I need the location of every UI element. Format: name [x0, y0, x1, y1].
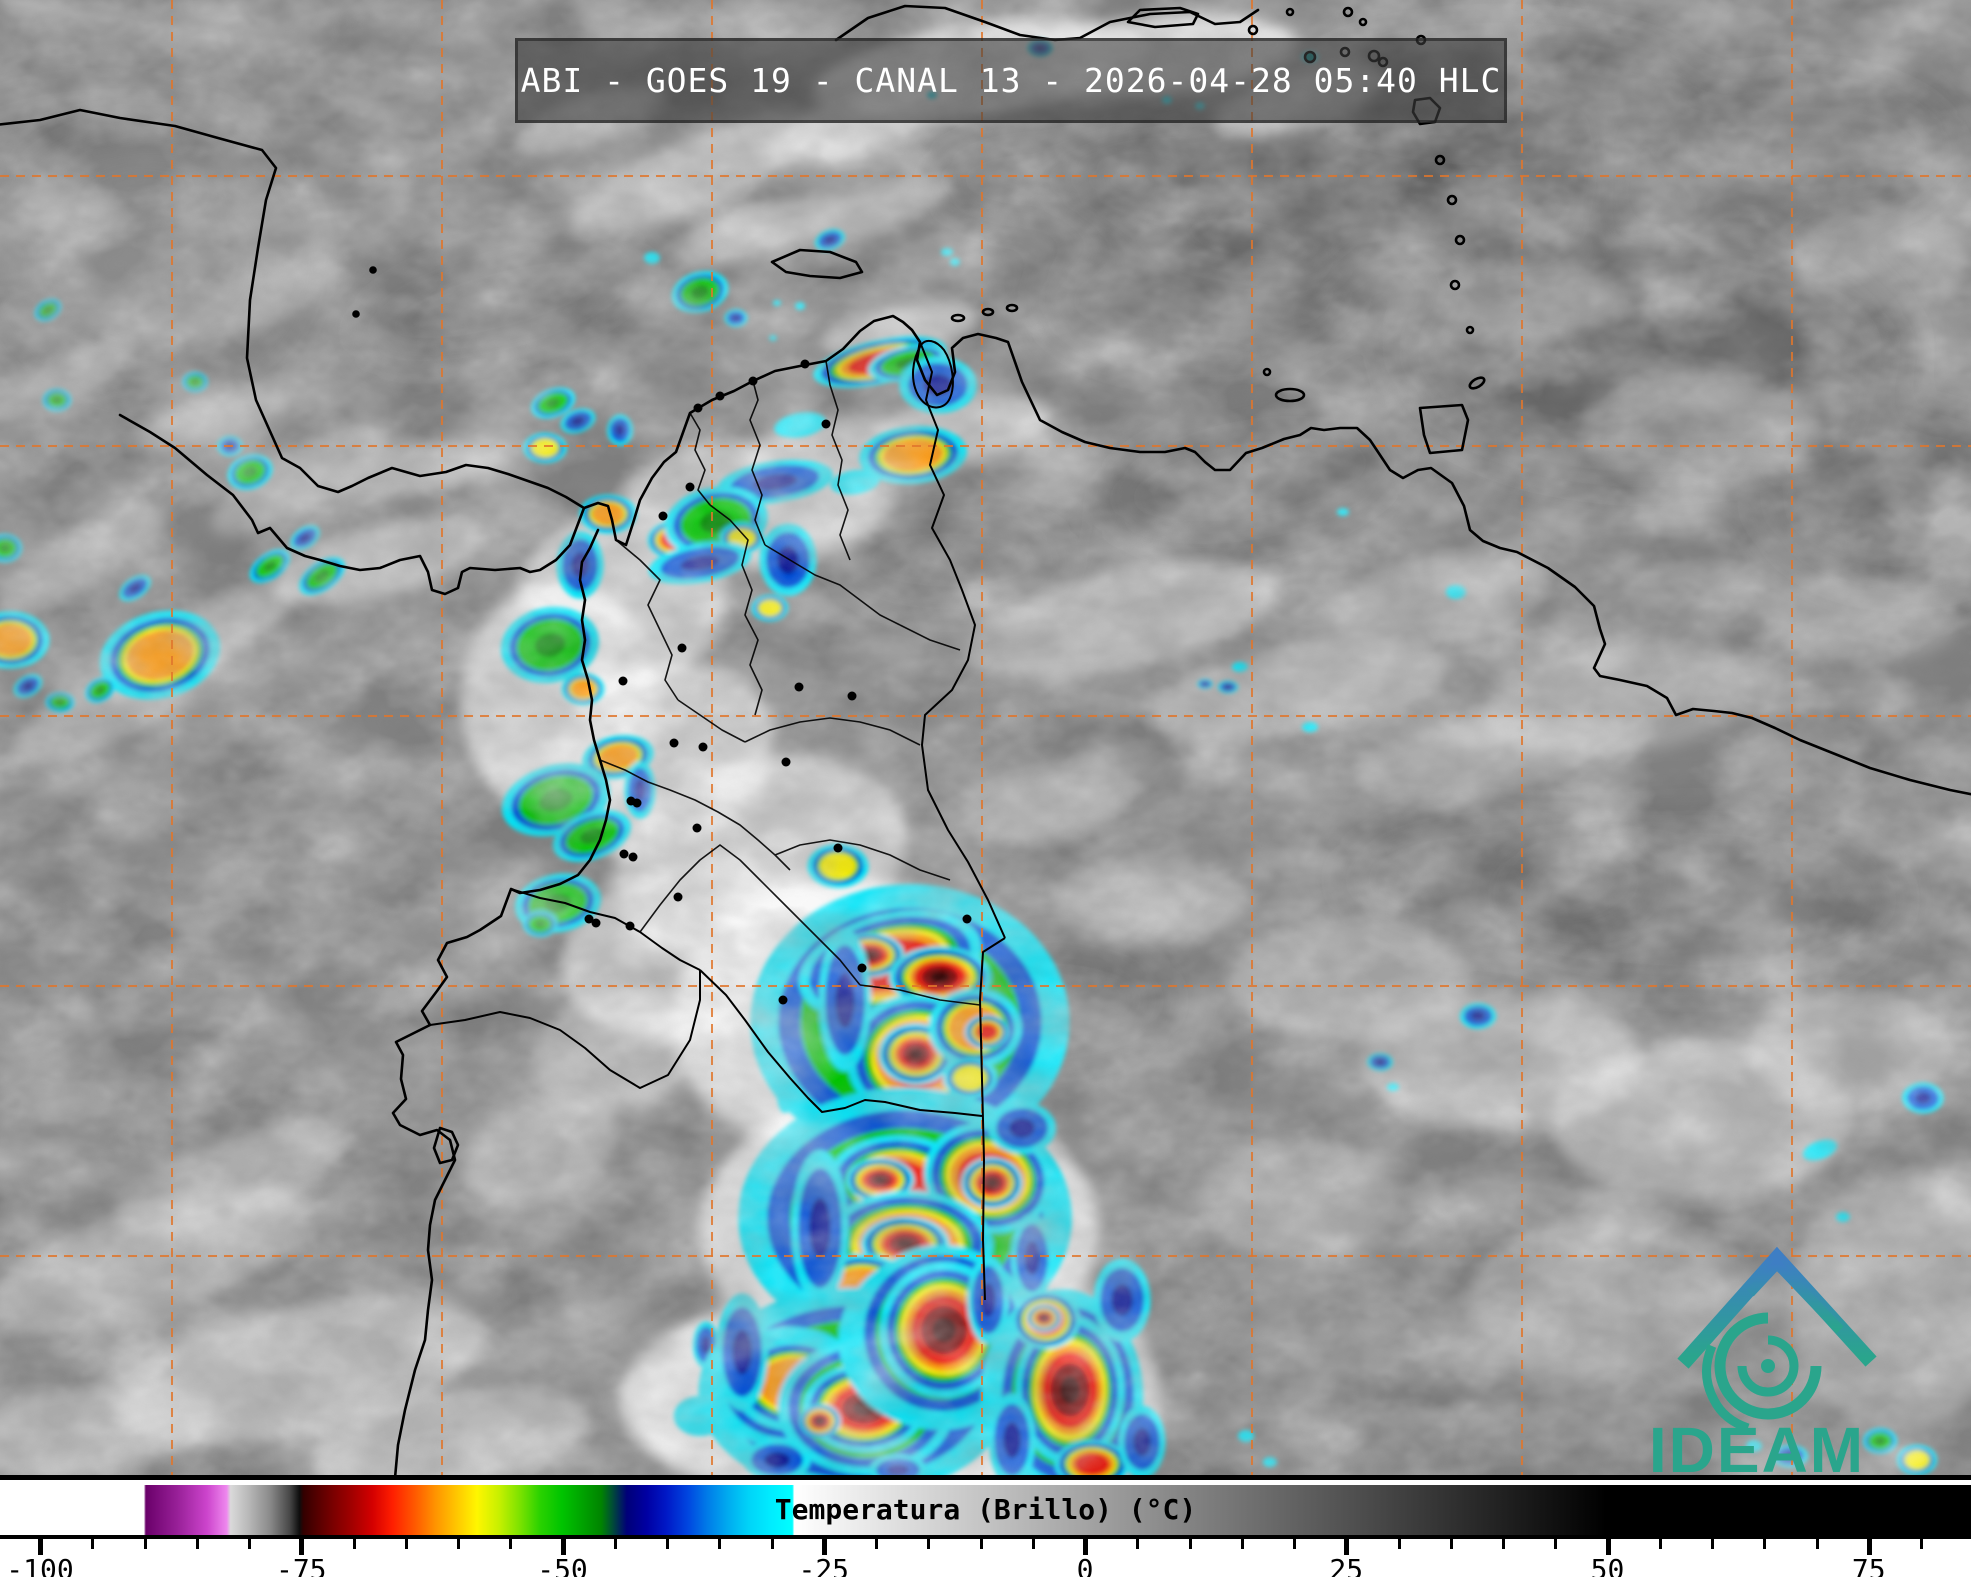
island-curacao — [981, 307, 995, 317]
logo-spiral-inner — [1737, 1335, 1799, 1397]
major-tick — [1344, 1539, 1350, 1555]
minor-tick — [1763, 1539, 1767, 1549]
island-antilles-2 — [1285, 7, 1295, 17]
island-antilles-12 — [1454, 234, 1466, 246]
department-borders — [599, 360, 981, 1006]
island-margarita — [1274, 387, 1306, 403]
minor-tick — [509, 1539, 513, 1549]
minor-tick — [718, 1539, 722, 1549]
minor-tick — [404, 1539, 408, 1549]
lake-maracaibo — [912, 339, 954, 409]
island-guayaquil — [432, 1126, 460, 1165]
minor-tick — [1502, 1539, 1505, 1549]
major-tick — [38, 1539, 43, 1555]
major-tick — [821, 1539, 827, 1555]
minor-tick — [875, 1539, 878, 1549]
island-antilles-10 — [1434, 154, 1446, 166]
island-unnamed-bank — [770, 248, 864, 280]
cloud-texture-dark — [0, 0, 1971, 1475]
minor-tick — [1554, 1539, 1558, 1549]
island-trinidad — [1418, 403, 1470, 455]
colorbar: Temperatura (Brillo) (°C) -100 -75 -50 -25 0… — [0, 1475, 1971, 1577]
minor-tick — [1658, 1539, 1662, 1549]
island-antilles-4 — [1342, 6, 1354, 18]
colorbar-gradient: Temperatura (Brillo) (°C) — [0, 1485, 1971, 1539]
border-colombia-brazil — [979, 937, 1006, 1301]
tick-label: 50 — [1590, 1553, 1625, 1577]
island-bonaire — [1005, 303, 1019, 313]
minor-tick — [248, 1539, 251, 1549]
border-ecuador-peru — [429, 970, 701, 1089]
island-antilles-15 — [1262, 367, 1272, 377]
minor-tick — [352, 1539, 356, 1549]
minor-tick — [1449, 1539, 1453, 1549]
island-aruba — [950, 313, 966, 323]
island-antilles-11 — [1446, 194, 1458, 206]
major-tick — [1083, 1539, 1088, 1555]
border-colombia-venezuela — [919, 341, 1006, 939]
minor-tick — [1920, 1539, 1923, 1549]
tick-label: 0 — [1076, 1553, 1094, 1577]
island-antilles-5 — [1358, 17, 1368, 27]
island-tobago — [1468, 376, 1486, 390]
minor-tick — [1397, 1539, 1401, 1549]
minor-tick — [613, 1539, 617, 1549]
coast-pacific-central-america — [118, 413, 586, 596]
major-tick — [560, 1539, 566, 1555]
minor-tick — [927, 1539, 931, 1549]
minor-tick — [1815, 1539, 1819, 1549]
logo-spiral-outer — [1714, 1312, 1822, 1420]
island-antilles-1 — [1247, 24, 1259, 36]
major-tick — [1866, 1539, 1872, 1555]
title-bar: ABI - GOES 19 - CANAL 13 - 2026-04-28 05… — [515, 38, 1507, 123]
minor-tick — [143, 1539, 147, 1549]
island-providencia — [369, 266, 377, 274]
logo-spiral-center — [1761, 1359, 1775, 1373]
minor-tick — [1240, 1539, 1244, 1549]
ideam-logo: IDEAM — [1649, 1246, 1877, 1475]
tick-label: 75 — [1851, 1553, 1886, 1577]
coast-central-america-caribbean — [0, 108, 1971, 796]
island-san-andres — [352, 310, 360, 318]
tick-label: 25 — [1329, 1553, 1364, 1577]
minor-tick — [979, 1539, 983, 1549]
tick-label: -50 — [537, 1553, 588, 1577]
minor-tick — [1293, 1539, 1296, 1549]
minor-tick — [666, 1539, 669, 1549]
tick-label: -100 — [6, 1553, 74, 1577]
minor-tick — [91, 1539, 95, 1549]
island-antilles-14 — [1465, 325, 1475, 335]
border-colombia-ecuador — [510, 888, 701, 971]
minor-tick — [195, 1539, 199, 1549]
minor-tick — [1031, 1539, 1035, 1549]
minor-tick — [1136, 1539, 1140, 1549]
island-antilles-13 — [1449, 279, 1461, 291]
latlon-grid — [0, 0, 1971, 1475]
minor-tick — [1711, 1539, 1714, 1549]
colorbar-axis: -100 -75 -50 -25 0 25 50 75 — [0, 1539, 1971, 1577]
coast-pacific-colombia-ecuador — [391, 528, 612, 1475]
logo-text: IDEAM — [1649, 1414, 1865, 1475]
major-tick — [299, 1539, 305, 1555]
minor-tick — [770, 1539, 774, 1549]
tick-label: -25 — [798, 1553, 850, 1577]
tick-label: -75 — [275, 1553, 327, 1577]
minor-tick — [1188, 1539, 1192, 1549]
logo-mountain-inner — [1746, 1256, 1844, 1334]
country-borders — [429, 341, 1006, 1301]
logo-spiral-wing — [1702, 1344, 1750, 1433]
minor-tick — [457, 1539, 460, 1549]
border-colombia-peru — [699, 969, 983, 1117]
colorbar-label: Temperatura (Brillo) (°C) — [774, 1493, 1197, 1526]
city-dots — [584, 359, 972, 1005]
satellite-map: IDEAM ABI - GOES 19 - CANAL 13 - 2026-04… — [0, 0, 1971, 1475]
satellite-image: IDEAM — [0, 0, 1971, 1475]
major-tick — [1605, 1539, 1611, 1555]
island-puerto-rico — [1126, 6, 1200, 29]
